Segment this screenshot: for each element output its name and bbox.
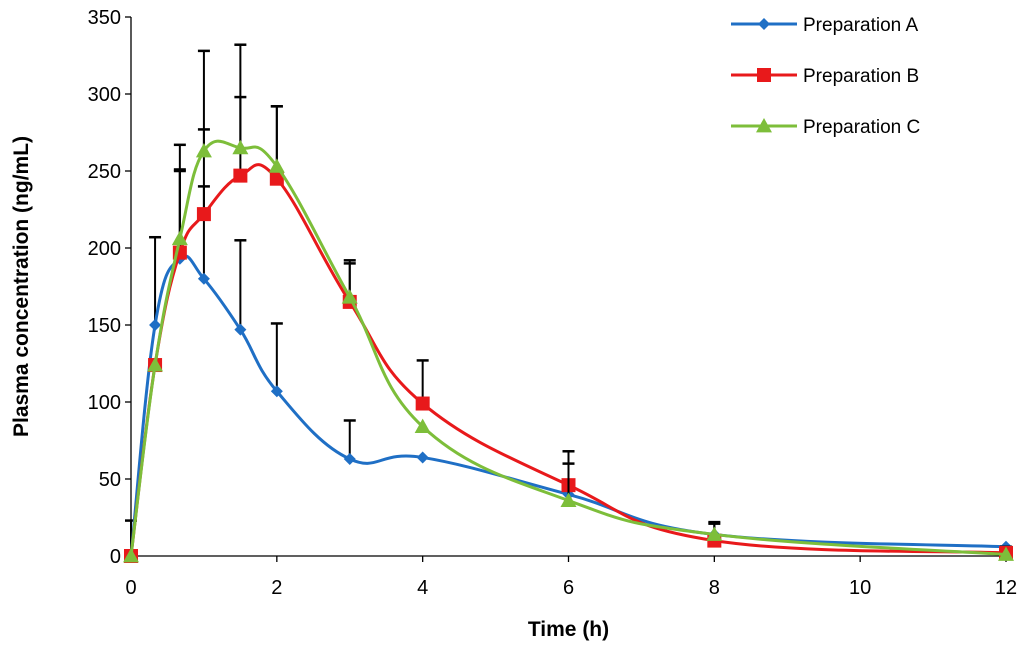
data-point <box>232 139 249 155</box>
data-point <box>341 289 358 304</box>
y-tick-label: 0 <box>110 546 121 568</box>
legend-label: Preparation B <box>803 66 919 87</box>
data-point <box>416 451 429 464</box>
data-point <box>149 319 162 331</box>
series-preparation-c <box>123 43 1014 563</box>
data-point <box>269 171 284 186</box>
data-point <box>123 548 139 563</box>
legend-label: Preparation C <box>803 117 920 138</box>
data-point <box>706 526 723 541</box>
y-tick-label: 300 <box>88 84 121 106</box>
legend-marker <box>756 118 772 133</box>
x-tick-label: 6 <box>563 577 574 599</box>
data-point <box>171 230 188 246</box>
data-point <box>147 357 164 372</box>
legend-label: Preparation A <box>803 15 918 36</box>
data-point <box>998 546 1014 561</box>
series-line <box>129 254 1007 557</box>
legend-marker <box>758 18 770 30</box>
legend-marker <box>757 68 771 82</box>
x-tick-label: 8 <box>709 577 720 599</box>
data-point <box>197 272 210 285</box>
data-point <box>268 158 285 173</box>
legend-item: Preparation C <box>731 117 920 138</box>
x-tick-label: 0 <box>125 577 136 599</box>
legend: Preparation A Preparation B Preparation C <box>731 15 920 138</box>
y-tick-label: 350 <box>88 7 121 29</box>
data-point <box>560 492 577 507</box>
y-tick-label: 200 <box>88 238 121 260</box>
data-point <box>233 168 248 183</box>
x-axis-title: Time (h) <box>528 618 609 641</box>
data-point <box>195 142 212 158</box>
legend-item: Preparation A <box>731 15 918 36</box>
x-tick-label: 4 <box>417 577 428 599</box>
x-tick-label: 10 <box>849 577 871 599</box>
y-tick-label: 50 <box>99 469 121 491</box>
data-point <box>415 396 430 411</box>
data-point <box>196 207 211 222</box>
y-tick-label: 100 <box>88 392 121 414</box>
y-tick-label: 250 <box>88 161 121 183</box>
legend-item: Preparation B <box>731 66 919 87</box>
y-axis-title: Plasma concentration (ng/mL) <box>10 136 33 437</box>
data-point <box>414 418 431 434</box>
y-tick-label: 150 <box>88 315 121 337</box>
x-tick-label: 2 <box>271 577 282 599</box>
x-tick-label: 12 <box>995 577 1017 599</box>
series-line <box>129 139 1007 557</box>
data-point <box>343 452 356 465</box>
data-point <box>270 385 283 398</box>
data-point <box>234 323 247 336</box>
